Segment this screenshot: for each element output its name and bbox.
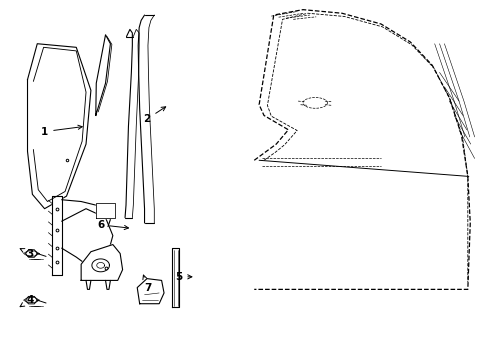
Polygon shape [137,279,163,304]
Polygon shape [81,244,122,280]
Polygon shape [96,35,110,116]
Text: 4: 4 [20,295,34,307]
Polygon shape [25,250,37,257]
Polygon shape [27,44,91,209]
Polygon shape [52,196,61,275]
Text: 6: 6 [97,220,128,230]
Text: 5: 5 [175,272,191,282]
Text: 7: 7 [142,275,151,293]
Polygon shape [25,296,37,304]
Polygon shape [96,203,115,218]
Text: 1: 1 [41,125,82,136]
Polygon shape [172,248,179,307]
Text: 2: 2 [143,107,165,124]
Text: 3: 3 [20,248,34,258]
